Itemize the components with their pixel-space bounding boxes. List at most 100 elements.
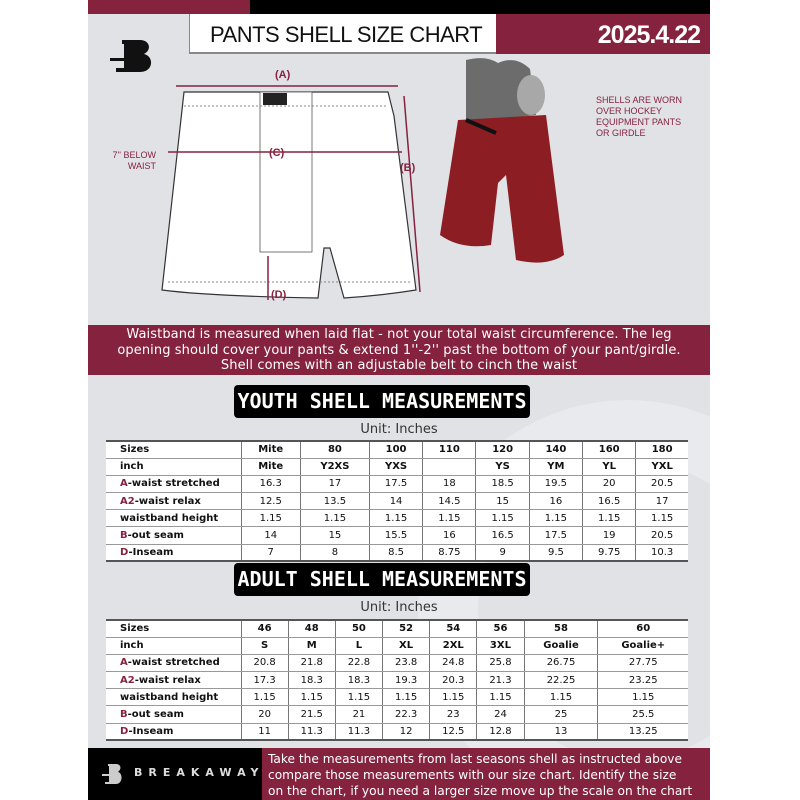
row-label: A-waist stretched bbox=[106, 475, 242, 494]
table-cell: 22.8 bbox=[335, 654, 384, 673]
table-cell: 16 bbox=[422, 526, 477, 545]
row-label-text: -waist relax bbox=[134, 674, 201, 686]
label-d: (D) bbox=[271, 289, 287, 301]
measurement-key: B bbox=[120, 709, 128, 721]
table-cell: Mite bbox=[241, 458, 301, 476]
table-cell: 22.25 bbox=[524, 671, 599, 690]
footer-instructions: Take the measurements from last seasons … bbox=[262, 748, 710, 800]
table-row: B-out seam 14 15 15.5 16 16.5 17.5 19 20.5 bbox=[106, 526, 688, 545]
table-cell: 21 bbox=[335, 705, 384, 724]
table-cell: 58 bbox=[524, 618, 599, 638]
adult-unit: Unit: Inches bbox=[360, 600, 438, 615]
table-cell: 16 bbox=[529, 492, 584, 511]
table-cell: XL bbox=[382, 637, 431, 655]
table-cell: 7 bbox=[241, 544, 301, 563]
youth-heading: YOUTH SHELL MEASUREMENTS bbox=[234, 385, 530, 418]
table-cell: 23 bbox=[429, 705, 478, 724]
brand-name: BREAKAWAY bbox=[134, 766, 265, 779]
table-cell: 20.8 bbox=[241, 654, 289, 673]
table-cell: 18 bbox=[422, 475, 477, 494]
measurement-key: D bbox=[120, 546, 129, 558]
row-label-text: Sizes bbox=[120, 444, 150, 456]
table-cell: 11 bbox=[241, 723, 289, 742]
table-cell: L bbox=[335, 637, 384, 655]
size-chart-page: PANTS SHELL SIZE CHART 2025.4.22 (A) (C)… bbox=[88, 0, 710, 800]
row-label-text: inch bbox=[120, 640, 144, 652]
adult-size-table: Sizes 46 48 50 52 54 56 58 60 inch S M L XL 2XL 3XL Goal… bbox=[106, 618, 688, 742]
table-cell: 2XL bbox=[429, 637, 478, 655]
note-line: SHELLS ARE WORN bbox=[596, 95, 683, 105]
row-label: inch bbox=[106, 637, 242, 655]
table-cell: 17 bbox=[300, 475, 370, 494]
table-cell: 12.8 bbox=[476, 723, 525, 742]
table-cell: YL bbox=[582, 458, 637, 476]
footer-brand: BREAKAWAY bbox=[88, 748, 262, 800]
table-cell: 8 bbox=[300, 544, 370, 563]
table-cell: 52 bbox=[382, 618, 431, 638]
brand-logo-icon bbox=[102, 764, 122, 784]
table-cell: 19.3 bbox=[382, 671, 431, 690]
table-cell: 1.15 bbox=[582, 509, 637, 528]
row-label-text: -waist relax bbox=[134, 495, 201, 507]
table-cell: 25.5 bbox=[597, 705, 688, 724]
table-cell: 15 bbox=[300, 526, 370, 545]
top-bar-accent bbox=[88, 0, 250, 14]
row-label-text: -out seam bbox=[127, 709, 184, 721]
table-cell: S bbox=[241, 637, 289, 655]
row-label-text: -Inseam bbox=[128, 546, 174, 558]
table-row: waistband height 1.15 1.15 1.15 1.15 1.15 1.15… bbox=[106, 509, 688, 528]
table-cell: 1.15 bbox=[288, 688, 336, 707]
table-cell: Mite bbox=[241, 439, 301, 459]
table-cell: 48 bbox=[288, 618, 336, 638]
row-label: B-out seam bbox=[106, 705, 242, 724]
table-cell: 17 bbox=[635, 492, 688, 511]
table-cell: 25 bbox=[524, 705, 599, 724]
table-cell: YS bbox=[475, 458, 530, 476]
table-cell: 80 bbox=[300, 439, 370, 459]
banner-line: Waistband is measured when laid flat - n… bbox=[126, 327, 672, 342]
table-cell: 23.25 bbox=[597, 671, 688, 690]
table-cell: 1.15 bbox=[382, 688, 431, 707]
table-cell: 14 bbox=[241, 526, 301, 545]
table-cell: 56 bbox=[476, 618, 525, 638]
table-cell: 1.15 bbox=[241, 688, 289, 707]
row-label-text: -Inseam bbox=[128, 725, 174, 737]
table-cell: 20.5 bbox=[635, 526, 688, 545]
measurement-key: B bbox=[120, 530, 128, 542]
table-cell: 54 bbox=[429, 618, 478, 638]
table-cell: 100 bbox=[369, 439, 424, 459]
table-cell: 17.3 bbox=[241, 671, 289, 690]
table-row: Sizes 46 48 50 52 54 56 58 60 bbox=[106, 618, 688, 638]
footer-line: compare those measurements with our size… bbox=[268, 768, 677, 782]
table-cell: 10.3 bbox=[635, 544, 688, 563]
table-cell: 21.3 bbox=[476, 671, 525, 690]
table-cell: 21.8 bbox=[288, 654, 336, 673]
table-cell: 20.5 bbox=[635, 475, 688, 494]
table-cell: YM bbox=[529, 458, 584, 476]
table-cell: 1.15 bbox=[335, 688, 384, 707]
row-label: A-waist stretched bbox=[106, 654, 242, 673]
table-cell: 9 bbox=[475, 544, 530, 563]
row-label-text: waistband height bbox=[120, 691, 219, 703]
table-cell: 13.25 bbox=[597, 723, 688, 742]
table-cell: 180 bbox=[635, 439, 688, 459]
table-row: inch S M L XL 2XL 3XL Goalie Goalie+ bbox=[106, 637, 688, 655]
date-badge: 2025.4.22 bbox=[496, 14, 710, 54]
row-label: waistband height bbox=[106, 509, 242, 528]
table-cell: 12 bbox=[382, 723, 431, 742]
table-cell: 13.5 bbox=[300, 492, 370, 511]
table-row: inch Mite Y2XS YXS YS YM YL YXL bbox=[106, 458, 688, 476]
row-label: D-Inseam bbox=[106, 544, 242, 563]
table-cell: 1.15 bbox=[369, 509, 424, 528]
table-cell: 21.5 bbox=[288, 705, 336, 724]
table-cell: 16.5 bbox=[475, 526, 530, 545]
table-cell: 16.5 bbox=[582, 492, 637, 511]
table-cell: 13 bbox=[524, 723, 599, 742]
table-cell: 60 bbox=[597, 618, 688, 638]
table-cell: 11.3 bbox=[288, 723, 336, 742]
table-cell: 16.3 bbox=[241, 475, 301, 494]
table-cell: 46 bbox=[241, 618, 289, 638]
table-cell: YXS bbox=[369, 458, 424, 476]
page-title: PANTS SHELL SIZE CHART bbox=[189, 14, 496, 54]
pants-shell-photo bbox=[440, 58, 564, 263]
